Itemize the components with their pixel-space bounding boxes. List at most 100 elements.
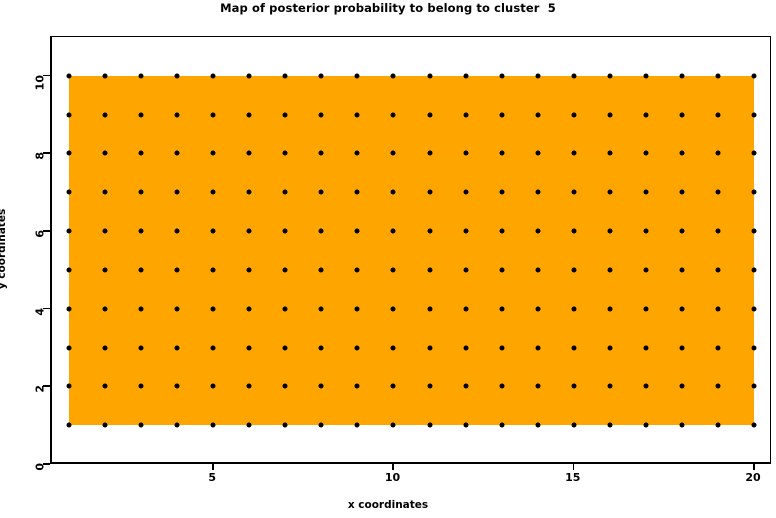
data-point xyxy=(390,422,396,428)
data-point xyxy=(643,383,649,389)
data-point xyxy=(499,267,505,273)
data-point xyxy=(282,267,288,273)
data-point xyxy=(66,422,72,428)
x-tick-label: 20 xyxy=(745,471,761,484)
data-point xyxy=(318,383,324,389)
data-point xyxy=(463,383,469,389)
data-point xyxy=(246,306,252,312)
data-point xyxy=(463,345,469,351)
data-point xyxy=(102,306,108,312)
data-point xyxy=(643,73,649,79)
data-point xyxy=(607,150,613,156)
data-point xyxy=(607,73,613,79)
y-tick-mark xyxy=(43,463,50,465)
data-point xyxy=(679,228,685,234)
data-point xyxy=(607,306,613,312)
data-point xyxy=(354,306,360,312)
data-point xyxy=(535,189,541,195)
data-point xyxy=(138,267,144,273)
data-point xyxy=(282,345,288,351)
data-point xyxy=(751,383,757,389)
data-point xyxy=(463,73,469,79)
data-point xyxy=(66,345,72,351)
data-point xyxy=(390,383,396,389)
data-point xyxy=(751,112,757,118)
data-point xyxy=(679,150,685,156)
data-point xyxy=(679,112,685,118)
data-point xyxy=(751,267,757,273)
data-point xyxy=(751,345,757,351)
data-point xyxy=(571,189,577,195)
data-point xyxy=(463,267,469,273)
data-point xyxy=(102,228,108,234)
data-point xyxy=(715,112,721,118)
data-point xyxy=(715,306,721,312)
data-point xyxy=(715,150,721,156)
data-point xyxy=(427,228,433,234)
data-point xyxy=(643,422,649,428)
x-tick-mark xyxy=(752,463,755,470)
data-point xyxy=(174,306,180,312)
data-point xyxy=(607,228,613,234)
data-point xyxy=(66,267,72,273)
data-point xyxy=(535,267,541,273)
y-axis-line xyxy=(50,36,52,463)
x-tick-mark xyxy=(572,463,575,470)
data-point xyxy=(174,422,180,428)
data-point xyxy=(535,73,541,79)
data-point xyxy=(715,228,721,234)
data-point xyxy=(463,422,469,428)
data-point xyxy=(102,422,108,428)
data-point xyxy=(138,422,144,428)
data-point xyxy=(535,112,541,118)
data-point xyxy=(427,73,433,79)
data-point xyxy=(210,112,216,118)
x-tick-label: 15 xyxy=(565,471,581,484)
data-point xyxy=(427,112,433,118)
data-point xyxy=(571,112,577,118)
data-point xyxy=(318,189,324,195)
data-point xyxy=(535,306,541,312)
data-point xyxy=(354,267,360,273)
data-point xyxy=(427,345,433,351)
data-point xyxy=(138,345,144,351)
data-point xyxy=(463,189,469,195)
y-axis-label: y coordinates xyxy=(0,208,8,289)
data-point xyxy=(318,306,324,312)
data-point xyxy=(102,345,108,351)
data-point xyxy=(138,150,144,156)
y-tick-label: 8 xyxy=(33,152,47,161)
data-point xyxy=(607,345,613,351)
data-point xyxy=(499,112,505,118)
data-point xyxy=(246,422,252,428)
data-point xyxy=(210,150,216,156)
data-point xyxy=(66,73,72,79)
data-point xyxy=(354,228,360,234)
data-point xyxy=(751,306,757,312)
y-tick-label: 10 xyxy=(33,74,47,91)
data-point xyxy=(318,73,324,79)
data-point xyxy=(715,422,721,428)
data-point xyxy=(138,112,144,118)
data-point xyxy=(138,73,144,79)
y-tick-mark xyxy=(43,385,50,387)
y-tick-mark xyxy=(43,307,50,310)
data-point xyxy=(174,383,180,389)
data-point xyxy=(210,422,216,428)
data-point xyxy=(535,228,541,234)
data-point xyxy=(607,422,613,428)
data-point xyxy=(499,189,505,195)
data-point xyxy=(571,73,577,79)
data-point xyxy=(571,383,577,389)
data-point xyxy=(174,150,180,156)
data-point xyxy=(318,112,324,118)
data-point xyxy=(751,73,757,79)
data-point xyxy=(102,112,108,118)
data-point xyxy=(318,422,324,428)
data-point xyxy=(282,383,288,389)
data-point xyxy=(174,112,180,118)
data-point xyxy=(535,422,541,428)
y-tick-label: 6 xyxy=(33,230,47,238)
data-point xyxy=(282,306,288,312)
